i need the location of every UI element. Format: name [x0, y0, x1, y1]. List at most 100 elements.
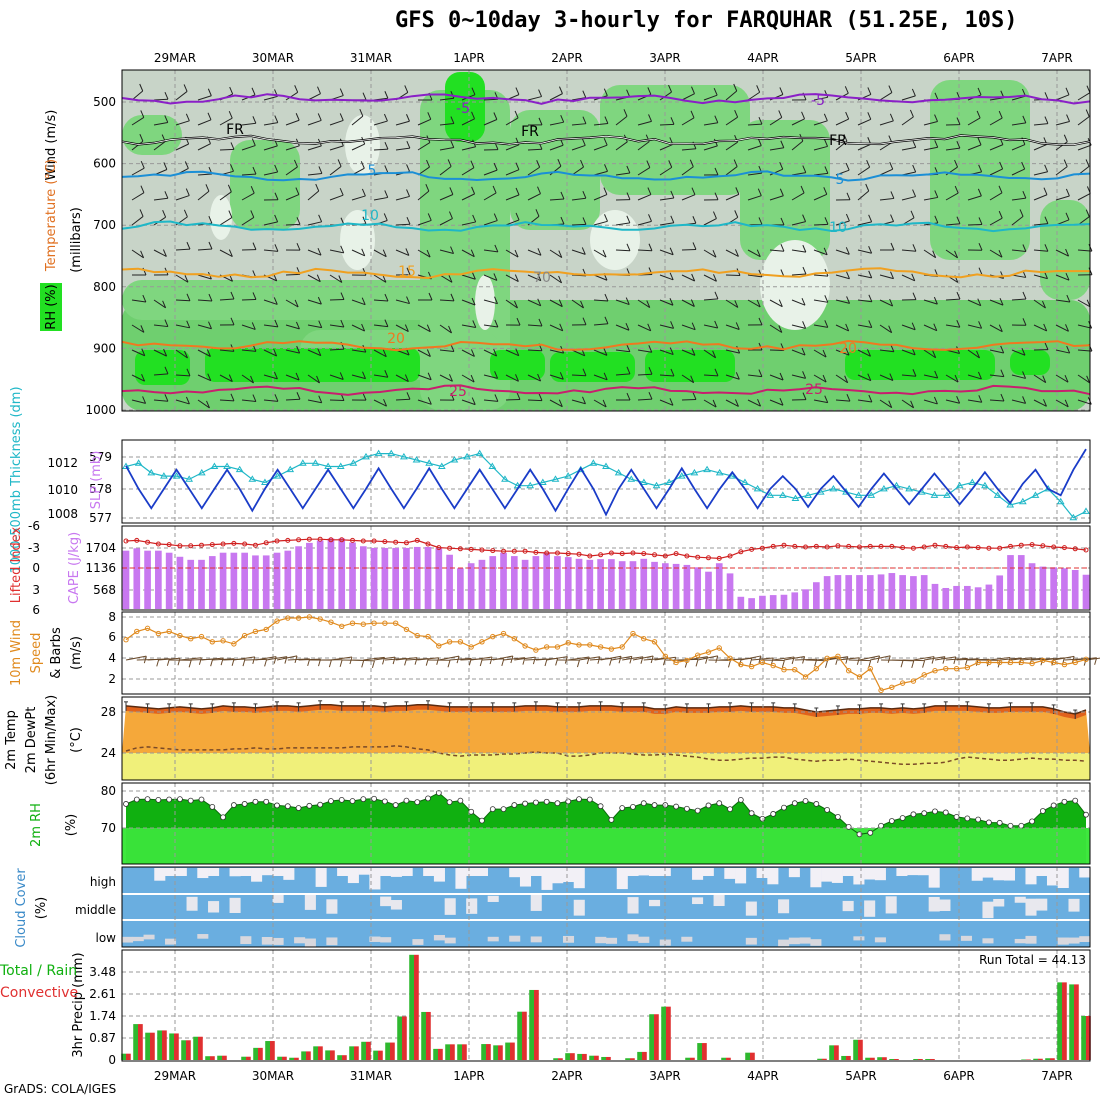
upper-wind-barb-flag: [318, 214, 323, 223]
upper-wind-barb-flag: [535, 209, 540, 217]
upper-wind-barb-flag: [604, 116, 609, 124]
upper-wind-barb: [901, 146, 916, 151]
upper-wind-barb-flag: [274, 214, 279, 223]
upper-wind-barb: [681, 148, 696, 151]
wind-speed-point: [306, 614, 313, 620]
upper-wind-barb-flag: [802, 266, 807, 275]
upper-wind-barb-flag: [626, 192, 631, 200]
rh-point: [813, 801, 820, 807]
upper-wind-barb-flag: [757, 399, 761, 407]
wind10m-barb-flag: [252, 656, 256, 665]
lifted-index-point: [166, 542, 172, 548]
precip-total-bar: [517, 1011, 522, 1060]
upper-wind-barb-flag: [1022, 190, 1027, 199]
date-label-top: 2APR: [551, 51, 582, 65]
upper-wind-barb-flag: [889, 113, 894, 122]
upper-wind-barb: [703, 122, 718, 126]
upper-wind-barb: [307, 221, 322, 226]
upper-wind-barb: [593, 349, 608, 356]
cape-bar: [586, 559, 594, 609]
rh-point: [1039, 808, 1046, 814]
upper-wind-barb: [329, 374, 344, 380]
precip-convective-bar: [870, 1057, 875, 1060]
upper-wind-barb: [527, 399, 543, 402]
precip-total-bar: [481, 1044, 486, 1060]
ylabel-rh2m: 2m RH: [29, 803, 44, 847]
upper-wind-barb-flag: [515, 87, 520, 95]
thickness-point: [829, 484, 838, 492]
date-axis: 29MAR29MAR30MAR30MAR31MAR31MAR1APR1APR2A…: [154, 51, 1073, 1083]
upper-wind-barb: [505, 144, 520, 151]
upper-wind-barb-flag: [428, 292, 433, 301]
upper-wind-barb: [329, 194, 344, 201]
lifted-index-point: [867, 543, 873, 549]
upper-wind-barb-flag: [625, 323, 630, 331]
upper-wind-barb-flag: [558, 299, 563, 307]
wind-tick-label: 4: [108, 651, 116, 665]
wind-speed-point: [436, 643, 442, 649]
upper-wind-barb-flag: [559, 323, 564, 332]
upper-wind-barb-flag: [909, 109, 914, 118]
upper-wind-barb-flag: [581, 138, 586, 146]
upper-wind-barb: [351, 299, 366, 306]
upper-wind-barb-flag: [977, 298, 982, 306]
upper-wind-barb: [549, 144, 564, 151]
rh-dry-region: [590, 210, 640, 270]
upper-wind-barb-flag: [604, 316, 609, 325]
upper-wind-barb: [175, 248, 191, 251]
upper-wind-barb-flag: [493, 162, 498, 171]
upper-wind-barb-flag: [714, 368, 719, 377]
precip-convective-bar: [198, 1036, 203, 1060]
lifted-index-point: [662, 553, 668, 559]
upper-wind-barb: [241, 324, 256, 330]
upper-wind-barb-flag: [207, 88, 212, 96]
upper-wind-barb-flag: [802, 371, 807, 379]
upper-wind-barb: [219, 191, 232, 201]
upper-wind-barb: [923, 299, 938, 305]
upper-wind-barb-flag: [912, 369, 917, 377]
cloud-middle-gap: [939, 899, 951, 912]
rh-point: [425, 795, 431, 802]
cloud-low-gap: [1014, 938, 1026, 944]
upper-wind-barb: [835, 249, 850, 255]
upper-wind-barb-flag: [228, 374, 233, 382]
upper-wind-barb-flag: [450, 392, 455, 401]
cloud-high-gap: [541, 868, 553, 890]
wind10m-barb-flag: [414, 657, 418, 665]
upper-wind-barb: [175, 91, 188, 101]
rh-legend-swatch: [40, 283, 62, 331]
upper-wind-barb: [197, 173, 213, 176]
upper-wind-barb: [351, 143, 365, 151]
cloud-high-gap: [369, 868, 381, 890]
upper-wind-barb-flag: [933, 296, 938, 305]
lifted-index-point: [479, 547, 485, 553]
precip-total-bar: [121, 1053, 126, 1060]
cloud-high-gap: [519, 868, 532, 887]
thickness-point: [905, 484, 914, 492]
lifted-index-point: [921, 544, 927, 550]
upper-wind-barb-flag: [361, 323, 366, 332]
wind10m-barb: [417, 657, 439, 661]
upper-wind-barb-flag: [580, 300, 585, 309]
cape-bar: [144, 550, 151, 609]
upper-wind-barb-flag: [252, 166, 257, 175]
rh-point: [489, 806, 496, 813]
thickness-point: [349, 459, 358, 466]
upper-wind-barb-flag: [229, 86, 234, 95]
cloud-low-gap: [960, 935, 972, 941]
upper-wind-barb: [219, 298, 234, 301]
wind10m-barb: [492, 655, 513, 661]
cloud-low-gap: [433, 935, 445, 941]
upper-wind-barb-flag: [186, 293, 191, 301]
upper-wind-barb-flag: [934, 190, 939, 198]
upper-wind-barb: [747, 299, 761, 308]
lifted-index-tick-label: 0: [32, 561, 40, 575]
upper-wind-barb: [153, 299, 166, 309]
upper-wind-barb: [351, 195, 366, 201]
upper-wind-barb: [813, 120, 828, 126]
upper-wind-barb-flag: [1044, 164, 1049, 172]
cape-bar: [1017, 555, 1025, 609]
precip-convective-bar: [846, 1055, 851, 1060]
upper-wind-barb: [901, 349, 916, 356]
